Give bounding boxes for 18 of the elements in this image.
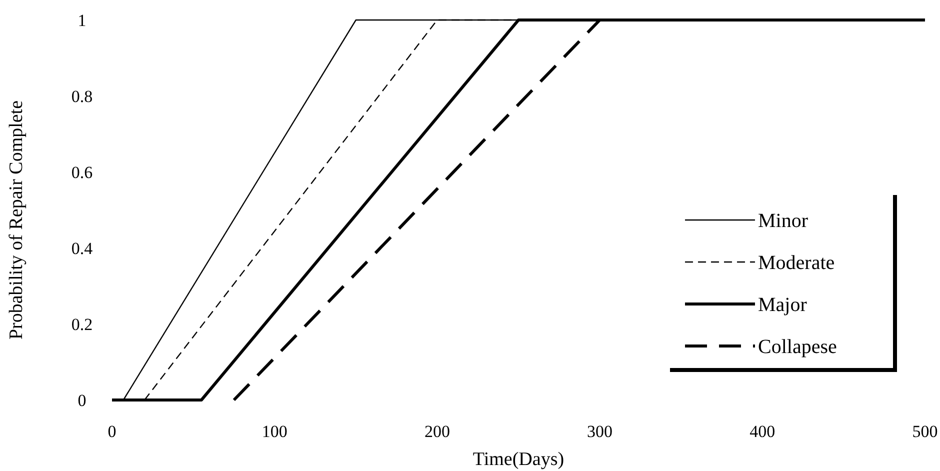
legend-label: Major — [758, 294, 808, 316]
y-tick-label: 1 — [78, 10, 86, 30]
x-tick-label: 100 — [262, 422, 288, 441]
x-tick-label: 200 — [424, 422, 450, 441]
x-tick-label: 400 — [750, 422, 776, 441]
x-tick-label: 300 — [587, 422, 613, 441]
x-tick-label: 0 — [108, 422, 116, 441]
legend-label: Minor — [758, 210, 808, 232]
y-tick-label: 0.6 — [71, 162, 93, 182]
x-tick-label: 500 — [912, 422, 938, 441]
y-tick-label: 0.2 — [71, 314, 93, 334]
legend-label: Collapese — [758, 336, 837, 358]
y-axis-title: Probability of Repair Complete — [6, 100, 27, 340]
y-tick-label: 0.8 — [71, 86, 93, 106]
y-tick-label: 0.4 — [71, 238, 94, 258]
legend-label: Moderate — [758, 252, 835, 274]
y-tick-label: 0 — [78, 390, 86, 410]
x-axis-title: Time(Days) — [472, 449, 564, 470]
